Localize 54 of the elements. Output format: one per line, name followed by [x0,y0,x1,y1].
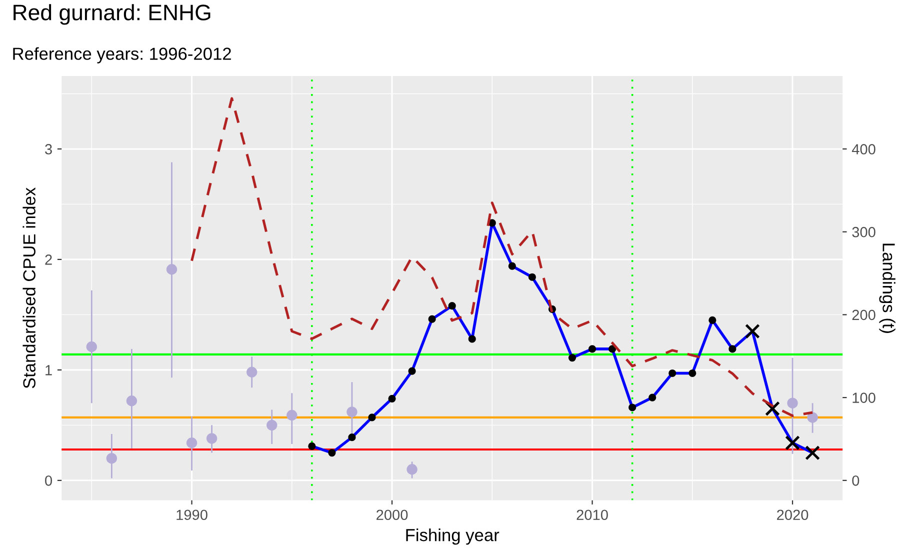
y-tick-label: 2 [45,254,52,265]
y2-tick-label: 400 [852,144,876,154]
point [166,264,178,275]
point [568,354,576,362]
y2-axis-title: Landings (t) [879,244,896,333]
point [688,369,696,378]
y-axis-title: Standardised CPUE index [22,188,36,388]
y2-tick-label: 0 [852,476,860,486]
point [308,442,316,450]
y-tick-label: 0 [45,476,52,486]
point [628,404,636,412]
point [508,262,516,270]
point [328,449,336,457]
y-tick-label: 3 [45,144,52,154]
point [408,367,416,375]
chart-title: Red gurnard: ENHG [14,4,210,25]
point [805,445,820,460]
point [728,345,736,353]
x-tick-label: 2020 [777,510,808,520]
point [648,394,656,402]
x-tick-label: 1990 [176,510,208,520]
point [106,452,118,464]
point [348,434,356,442]
point [745,324,760,339]
chart-subtitle: Reference years: 1996-2012 [13,47,231,64]
y2-tick-label: 300 [852,226,876,238]
point [528,273,536,281]
x-tick-label: 2000 [376,510,408,520]
point [126,396,138,406]
point [468,335,476,343]
x-tick-label: 2010 [576,510,608,520]
point [286,410,298,421]
point [346,406,358,418]
point [807,412,818,423]
point [266,420,278,431]
point [206,433,218,444]
point [588,345,596,353]
point [608,345,616,353]
point [668,369,676,378]
x-axis-title: Fishing year [406,528,500,545]
point [186,438,198,448]
point [388,394,396,402]
point [448,302,456,310]
point [428,315,436,323]
point [785,435,800,450]
y2-tick-label: 200 [852,310,876,320]
point [787,398,798,408]
point [406,464,418,475]
point [246,366,258,378]
y2-tick-label: 100 [852,392,876,403]
point [86,341,97,352]
y-tick-label: 1 [46,365,52,376]
point [708,316,716,324]
point [368,414,376,422]
